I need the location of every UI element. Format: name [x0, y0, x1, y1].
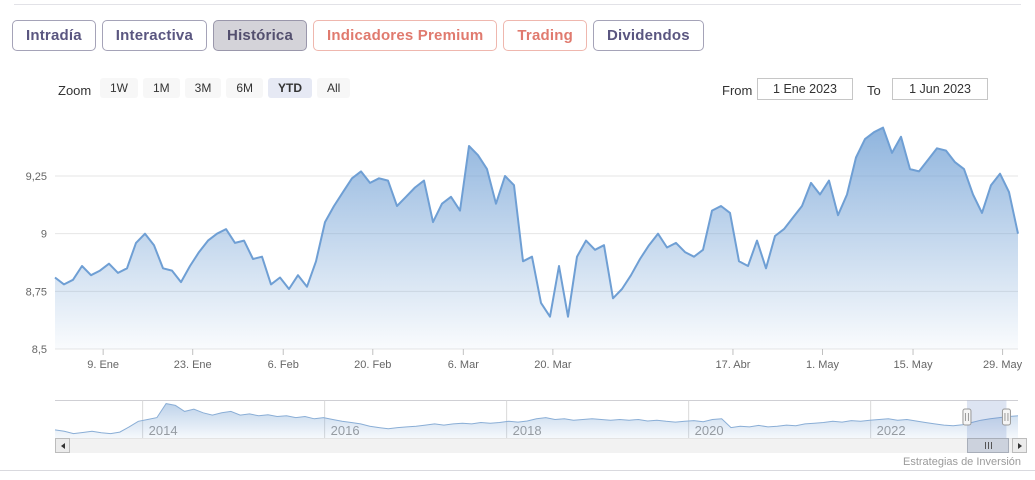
main-chart[interactable]: 9,25 9 8,75 8,5 9. Ene 23. Ene 6. Feb 20. Feb 6.…	[0, 108, 1035, 382]
scrollbar-track[interactable]	[70, 438, 1012, 453]
y-axis-label: 8,5	[32, 344, 47, 356]
scrollbar-grip-icon	[984, 442, 986, 449]
x-axis-label: 29. May	[983, 359, 1023, 371]
triangle-left-icon	[60, 442, 65, 449]
navigator-selected-mask[interactable]	[966, 400, 1007, 439]
from-label: From	[722, 83, 753, 98]
x-axis-label: 23. Ene	[174, 359, 212, 371]
x-axis-label: 17. Abr	[716, 359, 751, 371]
range-1m[interactable]: 1M	[143, 78, 180, 98]
scrollbar-left-button[interactable]	[55, 438, 70, 453]
x-axis-label: 20. Mar	[534, 359, 572, 371]
tab-indicadores-premium[interactable]: Indicadores Premium	[313, 20, 498, 51]
tab-trading[interactable]: Trading	[503, 20, 587, 51]
range-3m[interactable]: 3M	[184, 78, 222, 98]
range-selector: 1W 1M 3M 6M YTD All	[100, 78, 351, 98]
range-1w[interactable]: 1W	[100, 78, 138, 98]
range-ytd[interactable]: YTD	[268, 78, 313, 98]
x-axis-label: 6. Mar	[448, 359, 480, 371]
area-series-fill	[55, 127, 1018, 349]
y-axis-label: 8,75	[26, 286, 47, 298]
x-axis-label: 6. Feb	[268, 359, 299, 371]
navigator-chart[interactable]: 20142016201820202022	[0, 396, 1035, 442]
x-axis-label: 15. May	[893, 359, 933, 371]
scrollbar-right-button[interactable]	[1012, 438, 1027, 453]
top-divider	[14, 4, 1021, 5]
navigator-area-line	[54, 403, 1019, 435]
triangle-right-icon	[1017, 442, 1022, 449]
navigator-left-handle[interactable]	[962, 408, 972, 426]
tab-dividendos[interactable]: Dividendos	[592, 20, 704, 51]
range-6m[interactable]: 6M	[226, 78, 264, 98]
tab-interactiva[interactable]: Interactiva	[101, 20, 208, 51]
from-date-input[interactable]	[757, 78, 853, 100]
y-axis-label: 9	[41, 229, 47, 241]
zoom-label: Zoom	[58, 83, 92, 98]
to-date-input[interactable]	[892, 78, 988, 100]
tab-historica[interactable]: Histórica	[213, 20, 308, 51]
navigator-area-fill	[55, 403, 1018, 438]
x-axis-label: 20. Feb	[354, 359, 391, 371]
bottom-divider	[0, 470, 1035, 471]
y-axis-label: 9,25	[26, 171, 47, 183]
scrollbar-thumb[interactable]	[967, 438, 1009, 453]
to-label: To	[867, 83, 881, 98]
x-axis-label: 9. Ene	[87, 359, 119, 371]
x-axis-label: 1. May	[806, 359, 840, 371]
chart-tabs: Intradía Interactiva Histórica Indicadores …	[12, 20, 704, 51]
watermark: Estrategias de Inversión	[902, 456, 1021, 468]
tab-intradia[interactable]: Intradía	[12, 20, 96, 51]
range-all[interactable]: All	[317, 78, 351, 98]
navigator-right-handle[interactable]	[1001, 408, 1011, 426]
area-series-line	[54, 126, 1019, 318]
scrollbar	[55, 438, 1027, 454]
